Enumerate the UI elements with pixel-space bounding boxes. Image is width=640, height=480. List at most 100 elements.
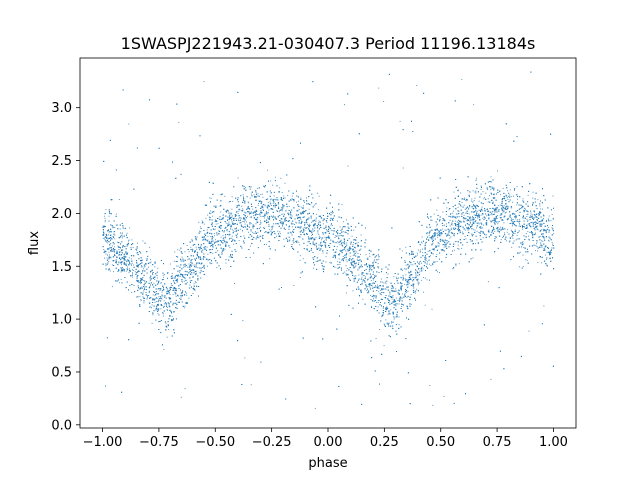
- data-point: [436, 261, 438, 262]
- data-point: [153, 282, 155, 284]
- data-point: [109, 270, 111, 272]
- data-point: [543, 218, 544, 220]
- data-point: [177, 278, 179, 280]
- data-point: [195, 272, 197, 274]
- data-point: [539, 205, 541, 207]
- data-point: [450, 236, 452, 238]
- data-point: [426, 233, 428, 235]
- data-point: [164, 305, 165, 307]
- data-point: [181, 256, 183, 258]
- data-point: [426, 226, 428, 228]
- data-point: [402, 276, 404, 278]
- data-point: [436, 253, 438, 255]
- data-point: [479, 217, 480, 218]
- data-point: [120, 278, 122, 280]
- data-point: [531, 215, 533, 217]
- data-point: [159, 320, 161, 322]
- data-point: [274, 176, 276, 178]
- data-point: [241, 205, 243, 207]
- data-point: [183, 307, 185, 309]
- data-point: [284, 214, 285, 216]
- data-point: [291, 215, 293, 217]
- data-point: [268, 223, 270, 225]
- data-point: [527, 231, 529, 233]
- data-point: [339, 226, 341, 228]
- data-point: [231, 215, 233, 217]
- data-point: [172, 293, 174, 295]
- data-point: [332, 220, 334, 221]
- data-point: [233, 239, 235, 241]
- data-point: [475, 215, 476, 217]
- data-point: [418, 249, 419, 251]
- data-point: [491, 214, 493, 216]
- data-point: [329, 236, 331, 238]
- data-point: [151, 304, 153, 306]
- data-point: [150, 306, 152, 308]
- data-point: [151, 298, 153, 300]
- data-point: [326, 221, 328, 223]
- data-point: [113, 246, 115, 248]
- data-point: [237, 213, 239, 214]
- data-point: [323, 240, 325, 242]
- data-point: [421, 242, 423, 244]
- data-point: [371, 285, 373, 287]
- data-point: [393, 317, 395, 319]
- data-point: [118, 251, 120, 253]
- data-point: [475, 207, 477, 209]
- data-point: [416, 265, 418, 267]
- data-point: [530, 212, 532, 214]
- data-point: [296, 215, 298, 217]
- data-point: [519, 219, 521, 221]
- data-point: [313, 267, 315, 269]
- data-point: [325, 256, 327, 258]
- data-point: [406, 291, 408, 293]
- data-point: [547, 227, 549, 228]
- data-point: [473, 217, 474, 218]
- data-point: [160, 308, 162, 310]
- data-point: [317, 232, 319, 234]
- data-point: [368, 290, 370, 292]
- data-point: [251, 212, 253, 214]
- data-point: [304, 227, 306, 229]
- data-point: [471, 198, 473, 200]
- data-point: [450, 227, 452, 229]
- data-point: [337, 241, 339, 243]
- data-point: [229, 214, 231, 216]
- data-point: [419, 270, 421, 272]
- data-point: [482, 217, 484, 219]
- data-point: [480, 185, 482, 187]
- data-point: [313, 204, 315, 206]
- data-point: [458, 263, 460, 265]
- data-point: [507, 198, 509, 200]
- data-point: [408, 276, 410, 278]
- data-point: [121, 237, 123, 239]
- data-point: [270, 180, 272, 182]
- data-point: [505, 211, 507, 213]
- data-point: [465, 238, 467, 240]
- data-point: [158, 308, 160, 310]
- data-point: [300, 219, 302, 221]
- data-point: [196, 248, 198, 250]
- data-point: [532, 197, 534, 199]
- data-point: [222, 239, 224, 241]
- data-point: [318, 235, 320, 237]
- data-point: [318, 195, 320, 197]
- data-point: [345, 273, 347, 275]
- data-point: [166, 306, 168, 308]
- data-point: [370, 294, 372, 296]
- data-point: [291, 195, 293, 197]
- data-point: [183, 260, 185, 262]
- data-point: [551, 247, 553, 249]
- data-point: [355, 275, 357, 277]
- data-point: [378, 87, 380, 89]
- data-point: [243, 235, 245, 237]
- data-point: [204, 256, 206, 258]
- data-point: [455, 217, 457, 219]
- data-point: [300, 206, 302, 208]
- data-point: [520, 208, 521, 209]
- data-point: [365, 272, 367, 274]
- data-point: [505, 203, 507, 205]
- data-point: [322, 265, 324, 267]
- data-point: [232, 238, 233, 240]
- data-point: [129, 227, 131, 229]
